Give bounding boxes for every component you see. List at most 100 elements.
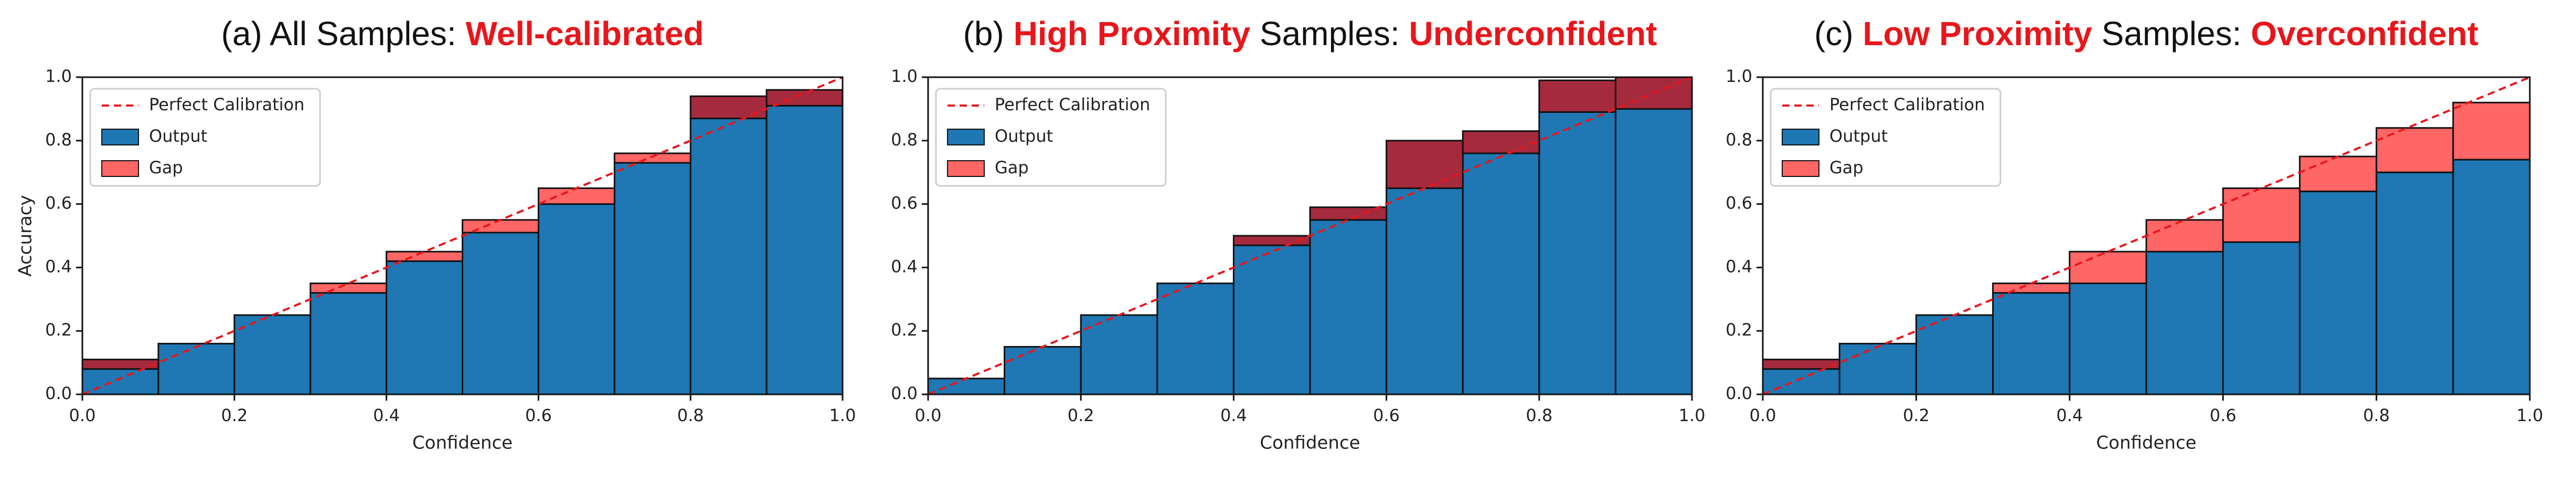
y-tick-label: 0.8 xyxy=(1726,130,1752,150)
perfect-calibration-line xyxy=(82,76,843,395)
output-bar xyxy=(310,292,388,395)
legend-label: Gap xyxy=(1829,158,1864,177)
output-bar xyxy=(1080,314,1158,395)
output-bar xyxy=(2376,171,2454,395)
legend-box xyxy=(89,88,321,187)
title-part: (a) All Samples: xyxy=(221,15,466,53)
y-tick-label: 0.2 xyxy=(1726,320,1752,340)
gap-bar xyxy=(2145,219,2224,253)
legend-swatch xyxy=(101,160,139,177)
legend-swatch xyxy=(947,160,985,177)
y-tick-label: 0.8 xyxy=(891,130,918,150)
legend-swatch xyxy=(1782,129,1819,145)
output-bar xyxy=(1386,187,1464,395)
y-tick-label: 0.4 xyxy=(891,256,918,276)
legend-label: Perfect Calibration xyxy=(1829,95,1985,114)
legend-label: Perfect Calibration xyxy=(995,95,1150,114)
output-bar xyxy=(1232,244,1311,395)
title-part: Well-calibrated xyxy=(465,15,704,53)
y-tick-label: 1.0 xyxy=(45,66,72,86)
x-tick-label: 0.8 xyxy=(677,405,704,425)
output-bar xyxy=(927,378,1006,395)
legend-box xyxy=(935,88,1167,187)
legend-label: Output xyxy=(995,126,1053,146)
gap-bar xyxy=(2298,155,2378,192)
legend-label: Output xyxy=(1829,126,1888,146)
title-part: High Proximity xyxy=(1014,15,1251,53)
output-bar xyxy=(1838,342,1917,395)
gap-bar xyxy=(1762,359,1840,370)
x-tick-label: 0.2 xyxy=(1903,405,1930,425)
x-tick-label: 1.0 xyxy=(1679,405,1706,425)
legend-label: Gap xyxy=(995,158,1029,177)
title-part: Low Proximity xyxy=(1862,15,2092,53)
output-bar xyxy=(1004,346,1082,395)
gap-bar xyxy=(2452,101,2531,161)
output-bar xyxy=(537,203,615,395)
output-bar xyxy=(233,314,312,395)
perfect-calibration-line xyxy=(1762,76,2530,395)
x-axis-label: Confidence xyxy=(1260,433,1360,454)
output-bar xyxy=(765,104,844,395)
gap-bar xyxy=(1386,140,1464,189)
gap-bar xyxy=(2069,250,2147,285)
x-tick-label: 0.6 xyxy=(525,405,552,425)
axes-frame xyxy=(81,76,844,395)
x-tick-label: 0.8 xyxy=(1526,405,1552,425)
x-axis-label: Confidence xyxy=(2096,433,2196,454)
legend-label: Gap xyxy=(149,158,183,177)
y-tick-label: 0.2 xyxy=(891,320,918,340)
output-bar xyxy=(386,260,463,395)
legend-box xyxy=(1770,88,2002,187)
title-part: Underconfident xyxy=(1409,15,1657,53)
y-tick-label: 0.6 xyxy=(1726,193,1752,213)
output-bar xyxy=(157,342,236,395)
gap-bar xyxy=(386,250,463,262)
output-bar xyxy=(2069,283,2147,395)
x-tick-label: 0.2 xyxy=(1068,405,1094,425)
axes-frame xyxy=(1762,76,2531,395)
panel-title: (c) Low Proximity Samples: Overconfident xyxy=(1814,15,2478,53)
output-bar xyxy=(1614,108,1693,395)
legend-swatch xyxy=(1782,160,1819,177)
x-tick-label: 0.0 xyxy=(69,405,96,425)
title-part: Samples: xyxy=(1250,15,1409,53)
y-tick-label: 0.0 xyxy=(1726,383,1752,403)
axes-frame xyxy=(927,76,1693,395)
x-tick-label: 0.0 xyxy=(915,405,942,425)
title-part: Overconfident xyxy=(2251,15,2478,53)
legend-label: Perfect Calibration xyxy=(149,95,304,114)
output-bar xyxy=(2145,250,2224,395)
title-part: (c) xyxy=(1814,15,1862,53)
perfect-calibration-line xyxy=(928,76,1693,395)
x-tick-label: 0.4 xyxy=(373,405,400,425)
legend-swatch xyxy=(947,129,985,145)
output-bar xyxy=(1915,314,1994,395)
gap-bar xyxy=(2222,187,2301,243)
x-tick-label: 0.8 xyxy=(2363,405,2390,425)
x-tick-label: 1.0 xyxy=(2517,405,2543,425)
title-part: Samples: xyxy=(2092,15,2251,53)
y-tick-label: 1.0 xyxy=(1726,66,1752,86)
x-tick-label: 0.4 xyxy=(2056,405,2083,425)
output-bar xyxy=(81,368,159,395)
output-bar xyxy=(2298,190,2378,395)
gap-bar xyxy=(689,95,768,120)
x-tick-label: 0.6 xyxy=(2210,405,2237,425)
legend-swatch xyxy=(101,129,139,145)
x-tick-label: 1.0 xyxy=(829,405,856,425)
panel-title: (b) High Proximity Samples: Underconfide… xyxy=(963,15,1657,53)
x-tick-label: 0.2 xyxy=(221,405,248,425)
x-axis-label: Confidence xyxy=(412,433,513,454)
gap-bar xyxy=(81,359,159,370)
title-part: (b) xyxy=(963,15,1014,53)
gap-bar xyxy=(1992,283,2071,294)
gap-bar xyxy=(1309,206,1388,221)
gap-bar xyxy=(310,283,388,294)
output-bar xyxy=(2452,159,2531,395)
output-bar xyxy=(1538,111,1616,395)
gap-bar xyxy=(1462,130,1540,154)
y-tick-label: 0.2 xyxy=(45,320,72,340)
output-bar xyxy=(462,232,539,395)
legend-label: Output xyxy=(149,126,207,146)
